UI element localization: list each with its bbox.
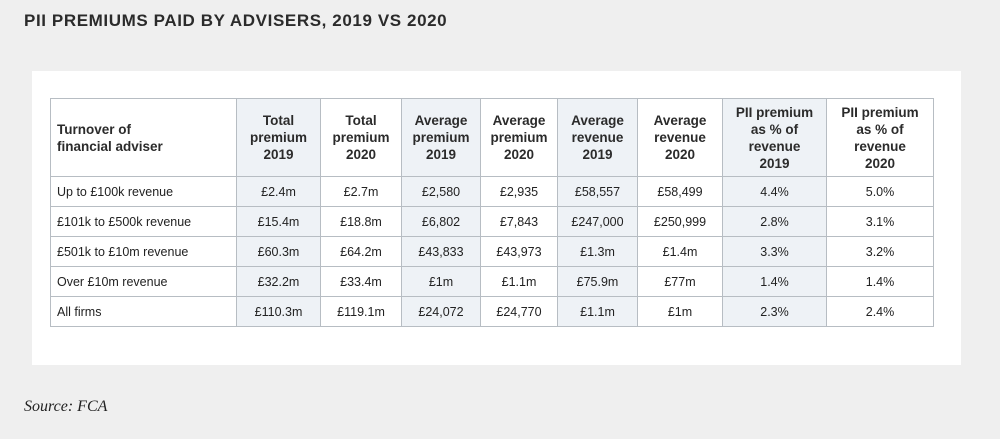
table-cell: 1.4% — [722, 266, 827, 297]
table-row: Up to £100k revenue £2.4m £2.7m £2,580 £2,93… — [50, 176, 934, 207]
table-cell: 3.2% — [826, 236, 934, 267]
table-cell: £1.1m — [557, 296, 638, 327]
table-cell: 3.1% — [826, 206, 934, 237]
table-cell: £43,833 — [401, 236, 481, 267]
table-row: £501k to £10m revenue £60.3m £64.2m £43,833… — [50, 236, 934, 267]
row-label: £101k to £500k revenue — [50, 206, 237, 237]
table-cell: £7,843 — [480, 206, 558, 237]
row-label: All firms — [50, 296, 237, 327]
table-cell: £250,999 — [637, 206, 723, 237]
table-cell: £1m — [637, 296, 723, 327]
table-cell: £2,935 — [480, 176, 558, 207]
column-header: Average premium 2019 — [401, 98, 481, 177]
table-cell: £110.3m — [236, 296, 321, 327]
table-cell: 3.3% — [722, 236, 827, 267]
table-cell: £15.4m — [236, 206, 321, 237]
table-cell: £2.4m — [236, 176, 321, 207]
source-note: Source: FCA — [24, 398, 108, 415]
column-header: Average premium 2020 — [480, 98, 558, 177]
table-cell: £119.1m — [320, 296, 402, 327]
table-cell: £58,557 — [557, 176, 638, 207]
table-cell: 2.4% — [826, 296, 934, 327]
table-row: Over £10m revenue £32.2m £33.4m £1m £1.1m £75… — [50, 266, 934, 297]
table-row: All firms £110.3m £119.1m £24,072 £24,770 £1.… — [50, 296, 934, 327]
table-cell: £58,499 — [637, 176, 723, 207]
table-cell: £247,000 — [557, 206, 638, 237]
table-cell: £1.1m — [480, 266, 558, 297]
row-label: £501k to £10m revenue — [50, 236, 237, 267]
table-body: Up to £100k revenue £2.4m £2.7m £2,580 £2,93… — [50, 176, 934, 327]
table-cell: £77m — [637, 266, 723, 297]
table-row: £101k to £500k revenue £15.4m £18.8m £6,802… — [50, 206, 934, 237]
column-header: PII premium as % of revenue 2020 — [826, 98, 934, 177]
table-cell: £18.8m — [320, 206, 402, 237]
table-cell: £24,072 — [401, 296, 481, 327]
table-cell: £33.4m — [320, 266, 402, 297]
table-cell: £2.7m — [320, 176, 402, 207]
table-cell: £6,802 — [401, 206, 481, 237]
table-cell: £24,770 — [480, 296, 558, 327]
table-cell: 5.0% — [826, 176, 934, 207]
column-header: Turnover of financial adviser — [50, 98, 237, 177]
column-header: Average revenue 2020 — [637, 98, 723, 177]
table-cell: £1.3m — [557, 236, 638, 267]
table-cell: 4.4% — [722, 176, 827, 207]
column-header: Total premium 2019 — [236, 98, 321, 177]
table-cell: £43,973 — [480, 236, 558, 267]
table-cell: 1.4% — [826, 266, 934, 297]
table-cell: 2.3% — [722, 296, 827, 327]
table-cell: 2.8% — [722, 206, 827, 237]
table-cell: £60.3m — [236, 236, 321, 267]
column-header: PII premium as % of revenue 2019 — [722, 98, 827, 177]
figure-title: PII PREMIUMS PAID BY ADVISERS, 2019 VS 2… — [24, 11, 448, 30]
premiums-table: Turnover of financial adviser Total premi… — [50, 98, 934, 327]
column-header: Total premium 2020 — [320, 98, 402, 177]
table-cell: £64.2m — [320, 236, 402, 267]
table-cell: £1m — [401, 266, 481, 297]
row-label: Over £10m revenue — [50, 266, 237, 297]
table-cell: £75.9m — [557, 266, 638, 297]
table-panel: Turnover of financial adviser Total premi… — [32, 71, 961, 365]
table-cell: £2,580 — [401, 176, 481, 207]
table-cell: £32.2m — [236, 266, 321, 297]
column-header: Average revenue 2019 — [557, 98, 638, 177]
table-cell: £1.4m — [637, 236, 723, 267]
row-label: Up to £100k revenue — [50, 176, 237, 207]
table-header-row: Turnover of financial adviser Total premi… — [50, 98, 934, 177]
